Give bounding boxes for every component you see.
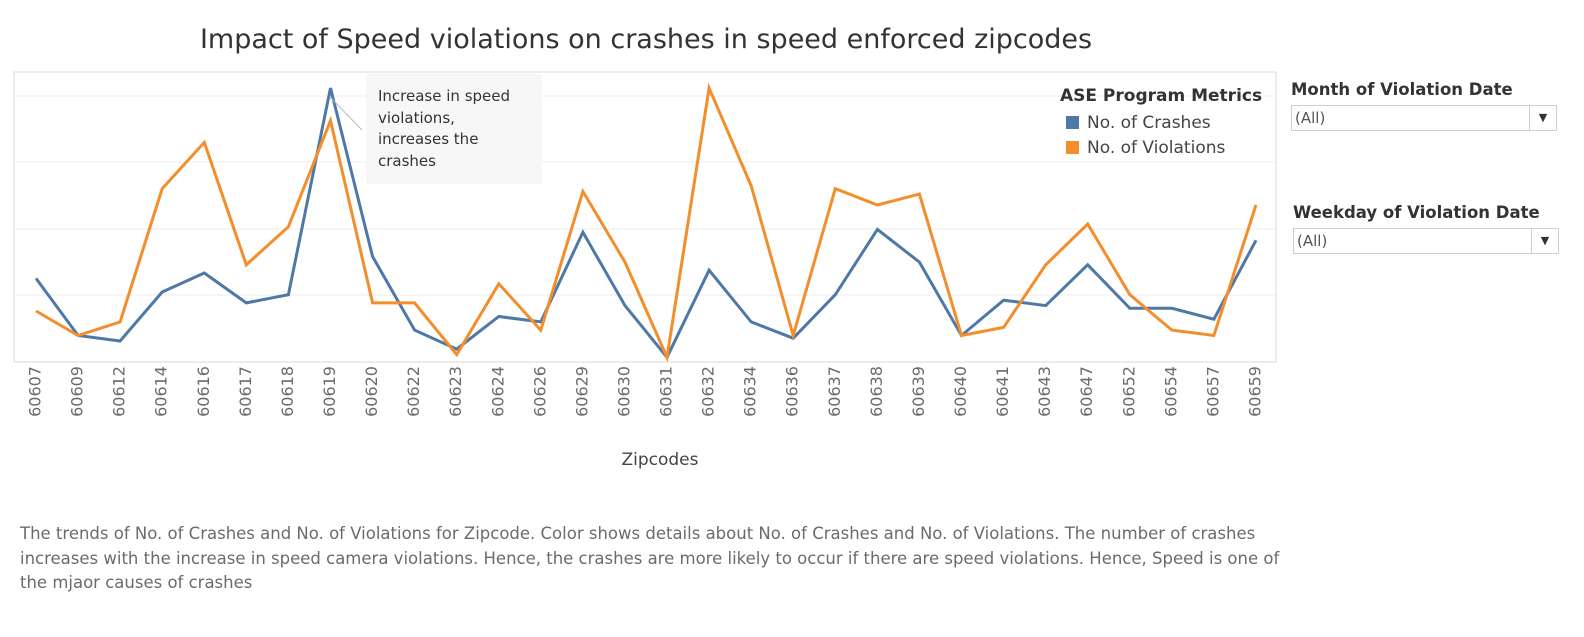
x-tick-label: 60626 <box>530 366 549 417</box>
annotation-connector <box>329 96 363 131</box>
x-tick-label: 60643 <box>1035 366 1054 417</box>
month-filter: Month of Violation Date (All) ▼ <box>1291 80 1557 131</box>
legend-title: ASE Program Metrics <box>1060 86 1263 106</box>
x-tick-label: 60632 <box>699 366 718 417</box>
x-tick-label: 60619 <box>320 366 339 417</box>
x-tick-label: 60609 <box>68 366 87 417</box>
chevron-down-icon[interactable]: ▼ <box>1529 106 1556 130</box>
x-tick-label: 60637 <box>825 366 844 417</box>
chevron-down-icon[interactable]: ▼ <box>1531 229 1558 253</box>
x-tick-label: 60616 <box>194 366 213 417</box>
month-filter-label: Month of Violation Date <box>1291 80 1513 99</box>
x-tick-label: 60631 <box>657 366 676 417</box>
x-tick-label: 60639 <box>909 366 928 417</box>
x-tick-label: 60623 <box>446 366 465 417</box>
x-tick-label: 60630 <box>614 366 633 417</box>
legend-item-violations[interactable]: No. of Violations <box>1060 135 1262 160</box>
month-filter-value: (All) <box>1295 109 1326 127</box>
x-tick-label: 60652 <box>1119 366 1138 417</box>
x-tick-label: 60641 <box>993 366 1012 417</box>
legend-swatch-violations <box>1066 141 1079 154</box>
x-tick-label: 60659 <box>1246 366 1265 417</box>
legend-swatch-crashes <box>1066 116 1079 129</box>
x-tick-label: 60617 <box>236 366 255 417</box>
x-axis-title: Zipcodes <box>621 450 699 470</box>
x-tick-label: 60629 <box>572 366 591 417</box>
x-tick-label: 60636 <box>783 366 802 417</box>
x-tick-label: 60640 <box>951 366 970 417</box>
series-line-violations <box>35 82 1258 363</box>
plot-area-frame <box>13 71 1277 363</box>
x-tick-label: 60624 <box>488 366 507 417</box>
month-filter-dropdown[interactable]: (All) ▼ <box>1291 105 1557 131</box>
chart-caption: The trends of No. of Crashes and No. of … <box>20 524 1280 592</box>
weekday-filter: Weekday of Violation Date (All) ▼ <box>1293 203 1559 254</box>
weekday-filter-label: Weekday of Violation Date <box>1293 203 1540 222</box>
x-tick-label: 60618 <box>278 366 297 417</box>
x-tick-label: 60654 <box>1161 366 1180 417</box>
x-tick-label: 60607 <box>26 366 45 417</box>
legend-label-crashes: No. of Crashes <box>1087 112 1211 133</box>
chart-title: Impact of Speed violations on crashes in… <box>199 24 1093 55</box>
legend-item-crashes[interactable]: No. of Crashes <box>1060 110 1262 135</box>
x-tick-label: 60622 <box>404 366 423 417</box>
legend: ASE Program Metrics No. of Crashes No. o… <box>1060 86 1262 160</box>
series-line-crashes <box>34 87 1258 361</box>
x-tick-label: 60647 <box>1077 366 1096 417</box>
line-chart: 60607 60609 60612 60614 60616 60617 60618 60619… <box>13 71 1277 417</box>
x-tick-label: 60638 <box>867 366 886 417</box>
x-tick-label: 60634 <box>741 366 760 417</box>
x-tick-label: 60620 <box>362 366 381 417</box>
x-tick-label: 60657 <box>1203 366 1222 417</box>
weekday-filter-dropdown[interactable]: (All) ▼ <box>1293 228 1559 254</box>
x-tick-label: 60614 <box>152 366 171 417</box>
annotation-callout: Increase in speed violations, increases … <box>366 74 542 184</box>
x-tick-label: 60612 <box>110 366 129 417</box>
weekday-filter-value: (All) <box>1297 232 1328 250</box>
legend-label-violations: No. of Violations <box>1087 137 1226 158</box>
